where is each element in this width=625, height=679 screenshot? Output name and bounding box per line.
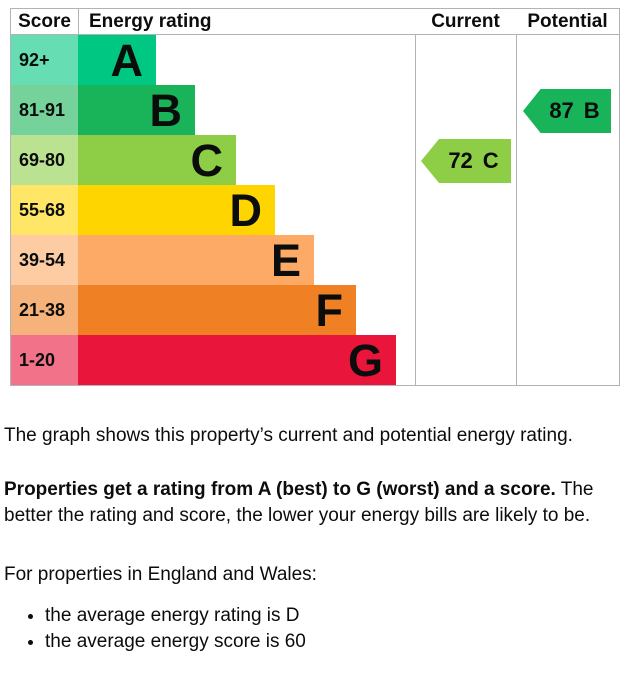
band-row-g: 1-20 G <box>11 335 619 385</box>
band-letter-d: D <box>229 184 263 236</box>
potential-column-divider <box>516 9 517 385</box>
band-row-d: 55-68 D <box>11 185 619 235</box>
band-row-a: 92+ A <box>11 35 619 85</box>
potential-rating-letter: B <box>583 98 600 123</box>
band-bar-e: E <box>78 235 314 285</box>
band-letter-b: B <box>149 84 183 136</box>
averages-list: the average energy rating is D the avera… <box>4 603 621 654</box>
rating-explanation-lead: Properties get a rating from A (best) to… <box>4 479 556 500</box>
band-row-b: 81-91 B <box>11 85 619 135</box>
band-row-e: 39-54 E <box>11 235 619 285</box>
rating-explanation: Properties get a rating from A (best) to… <box>4 477 618 529</box>
current-rating-arrow: 72 C <box>421 139 511 183</box>
band-letter-g: G <box>347 334 383 386</box>
score-range-a: 92+ <box>11 35 78 85</box>
score-range-f: 21-38 <box>11 285 78 335</box>
band-letter-a: A <box>110 34 144 86</box>
average-rating-item: the average energy rating is D <box>45 603 621 628</box>
average-score-item: the average energy score is 60 <box>45 629 621 654</box>
band-bar-a: A <box>78 35 156 85</box>
potential-column-header: Potential <box>527 11 608 32</box>
band-letter-c: C <box>190 134 224 186</box>
score-column-divider <box>78 9 79 35</box>
potential-rating-score: 87 <box>549 98 574 123</box>
score-range-b: 81-91 <box>11 85 78 135</box>
current-rating-score: 72 <box>448 148 473 173</box>
band-row-c: 69-80 C <box>11 135 619 185</box>
band-bar-f: F <box>78 285 356 335</box>
regions-heading: For properties in England and Wales: <box>4 564 317 585</box>
energy-rating-column-header: Energy rating <box>89 11 212 32</box>
band-bar-b: B <box>78 85 195 135</box>
chart-header-row: Score Energy rating Current Potential <box>11 9 619 35</box>
potential-rating-arrow: 87 B <box>523 89 611 133</box>
chart-caption: The graph shows this property’s current … <box>4 425 573 446</box>
band-bar-d: D <box>78 185 275 235</box>
score-range-d: 55-68 <box>11 185 78 235</box>
score-range-c: 69-80 <box>11 135 78 185</box>
current-column-divider <box>415 9 416 385</box>
epc-rating-page: Score Energy rating Current Potential 92… <box>0 8 625 654</box>
energy-rating-chart: Score Energy rating Current Potential 92… <box>10 8 620 386</box>
score-column-header: Score <box>18 11 71 32</box>
score-range-g: 1-20 <box>11 335 78 385</box>
band-letter-e: E <box>270 234 301 286</box>
current-column-header: Current <box>431 11 500 32</box>
band-bar-g: G <box>78 335 396 385</box>
band-row-f: 21-38 F <box>11 285 619 335</box>
current-rating-letter: C <box>482 148 499 173</box>
rating-explanation-rest: The better the rating and score, the low… <box>4 479 594 526</box>
band-letter-f: F <box>315 284 344 336</box>
band-bar-c: C <box>78 135 236 185</box>
score-range-e: 39-54 <box>11 235 78 285</box>
